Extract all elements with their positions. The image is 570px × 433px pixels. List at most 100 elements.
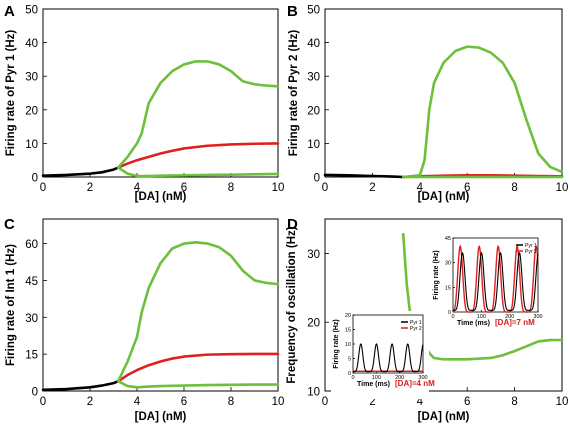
inset-y-tick-label: 0 — [348, 371, 351, 377]
y-tick-label: 15 — [25, 350, 38, 362]
inset-chart: 0 100 200 300 0 15 30 45 Time (ms) [DA]=7 nM Firin… — [431, 234, 544, 338]
y-tick-label: 40 — [25, 38, 38, 50]
inset-chart: 0 100 200 300 0 5 10 15 20 Time (ms) [DA]=4 nM Firi… — [331, 311, 435, 399]
inset-condition-note: [DA]=7 nM — [495, 318, 535, 327]
x-axis-label: [DA] (nM) — [135, 411, 187, 423]
y-tick-label: 0 — [314, 172, 320, 184]
x-axis-label: [DA] (nM) — [418, 191, 470, 203]
x-tick-label: 8 — [228, 182, 234, 194]
inset-y-tick-label: 20 — [345, 313, 351, 319]
y-tick-label: 10 — [307, 386, 320, 398]
x-tick-label: 8 — [228, 396, 234, 408]
inset-background — [331, 311, 429, 399]
x-tick-label: 2 — [87, 182, 93, 194]
inset-legend-label: Pyr 2 — [410, 326, 422, 332]
y-tick-label: 0 — [32, 172, 38, 184]
x-tick-label: 8 — [511, 182, 517, 194]
x-tick-label: 6 — [464, 396, 470, 408]
axes-frame — [42, 8, 279, 178]
y-axis-label: Frequency of oscillation (Hz) — [286, 226, 298, 383]
y-tick-label: 50 — [25, 4, 38, 16]
inset-y-tick-label: 5 — [348, 356, 351, 362]
y-axis-label: Firing rate of Pyr 2 (Hz) — [288, 30, 300, 157]
inset-y-tick-label: 30 — [445, 261, 451, 267]
x-axis-label: [DA] (nM) — [135, 191, 187, 203]
series-line-red — [116, 142, 280, 169]
inset-x-tick-label: 100 — [372, 375, 381, 381]
y-tick-label: 30 — [25, 313, 38, 325]
inset-x-tick-label: 300 — [533, 314, 542, 320]
inset-x-tick-label: 100 — [477, 314, 486, 320]
x-tick-label: 4 — [417, 182, 424, 194]
inset-x-label: Time (ms) — [357, 381, 390, 388]
series-line-green — [116, 241, 280, 383]
inset-x-tick-label: 0 — [451, 314, 454, 320]
inset-y-tick-label: 15 — [445, 285, 451, 291]
series-line-green — [116, 379, 280, 389]
x-tick-label: 6 — [181, 182, 187, 194]
x-tick-label: 10 — [556, 182, 569, 194]
series-line-red — [116, 352, 280, 383]
series-line-black — [41, 379, 120, 392]
x-tick-label: 4 — [134, 182, 141, 194]
x-tick-label: 8 — [511, 396, 517, 408]
x-tick-label: 10 — [272, 396, 285, 408]
inset-x-label: Time (ms) — [457, 320, 490, 327]
axes-frame — [324, 8, 563, 178]
panel-b: B 0 2 4 6 8 10 0 10 20 30 40 50 [DA] (nM) Firing rate … — [287, 3, 568, 203]
x-tick-label: 6 — [464, 182, 470, 194]
series-line-black — [41, 166, 120, 177]
inset-y-tick-label: 10 — [345, 342, 351, 348]
inset-legend-label: Pyr 1 — [525, 243, 537, 249]
x-tick-label: 2 — [369, 182, 375, 194]
y-tick-label: 0 — [32, 386, 38, 398]
y-tick-label: 50 — [307, 4, 320, 16]
panel-letter: A — [4, 3, 15, 20]
inset-axes-frame — [452, 237, 539, 313]
series-line-black — [323, 173, 405, 179]
axes-frame — [324, 218, 563, 392]
panel-letter: B — [287, 3, 298, 20]
series-line-green — [116, 166, 280, 178]
x-tick-label: 0 — [40, 396, 46, 408]
y-tick-label: 20 — [25, 105, 38, 117]
x-tick-label: 4 — [134, 396, 141, 408]
x-tick-label: 0 — [322, 396, 328, 408]
inset-x-tick-label: 300 — [418, 375, 427, 381]
inset-legend-label: Pyr 1 — [410, 320, 422, 326]
y-tick-label: 40 — [307, 38, 320, 50]
y-tick-label: 20 — [307, 105, 320, 117]
y-tick-label: 10 — [25, 139, 38, 151]
y-axis-label: Firing rate of Pyr 1 (Hz) — [5, 30, 17, 157]
inset-legend-label: Pyr 2 — [525, 249, 537, 255]
panel-letter: C — [4, 216, 15, 233]
inset-x-tick-label: 200 — [505, 314, 514, 320]
inset-x-tick-label: 0 — [351, 375, 354, 381]
y-tick-label: 30 — [307, 249, 320, 261]
y-tick-label: 45 — [25, 276, 38, 288]
x-tick-label: 10 — [272, 182, 285, 194]
x-tick-label: 6 — [181, 396, 187, 408]
series-line-green — [401, 45, 564, 179]
inset-y-tick-label: 15 — [345, 327, 351, 333]
inset-y-tick-label: 0 — [448, 310, 451, 316]
y-axis-label: Firing rate of Int 1 (Hz) — [5, 244, 17, 366]
inset-y-label: Firing rate (Hz) — [333, 319, 340, 368]
x-tick-label: 2 — [369, 396, 375, 408]
x-tick-label: 2 — [87, 396, 93, 408]
inset-trace-pyr1 — [353, 343, 424, 373]
inset-y-tick-label: 45 — [445, 236, 451, 242]
axes-frame — [42, 218, 279, 392]
x-tick-label: 0 — [322, 182, 328, 194]
y-tick-label: 60 — [25, 239, 38, 251]
panel-letter: D — [287, 216, 298, 233]
panel-c: C 0 2 4 6 8 10 0 15 30 45 60 [DA] (nM) Firing rate of… — [4, 216, 284, 423]
y-tick-label: 30 — [25, 72, 38, 84]
inset-x-tick-label: 200 — [395, 375, 404, 381]
series-line-green — [116, 60, 280, 169]
x-tick-label: 10 — [556, 396, 569, 408]
x-tick-label: 0 — [40, 182, 46, 194]
inset-trace-pyr1 — [453, 251, 539, 311]
y-tick-label: 20 — [307, 318, 320, 330]
